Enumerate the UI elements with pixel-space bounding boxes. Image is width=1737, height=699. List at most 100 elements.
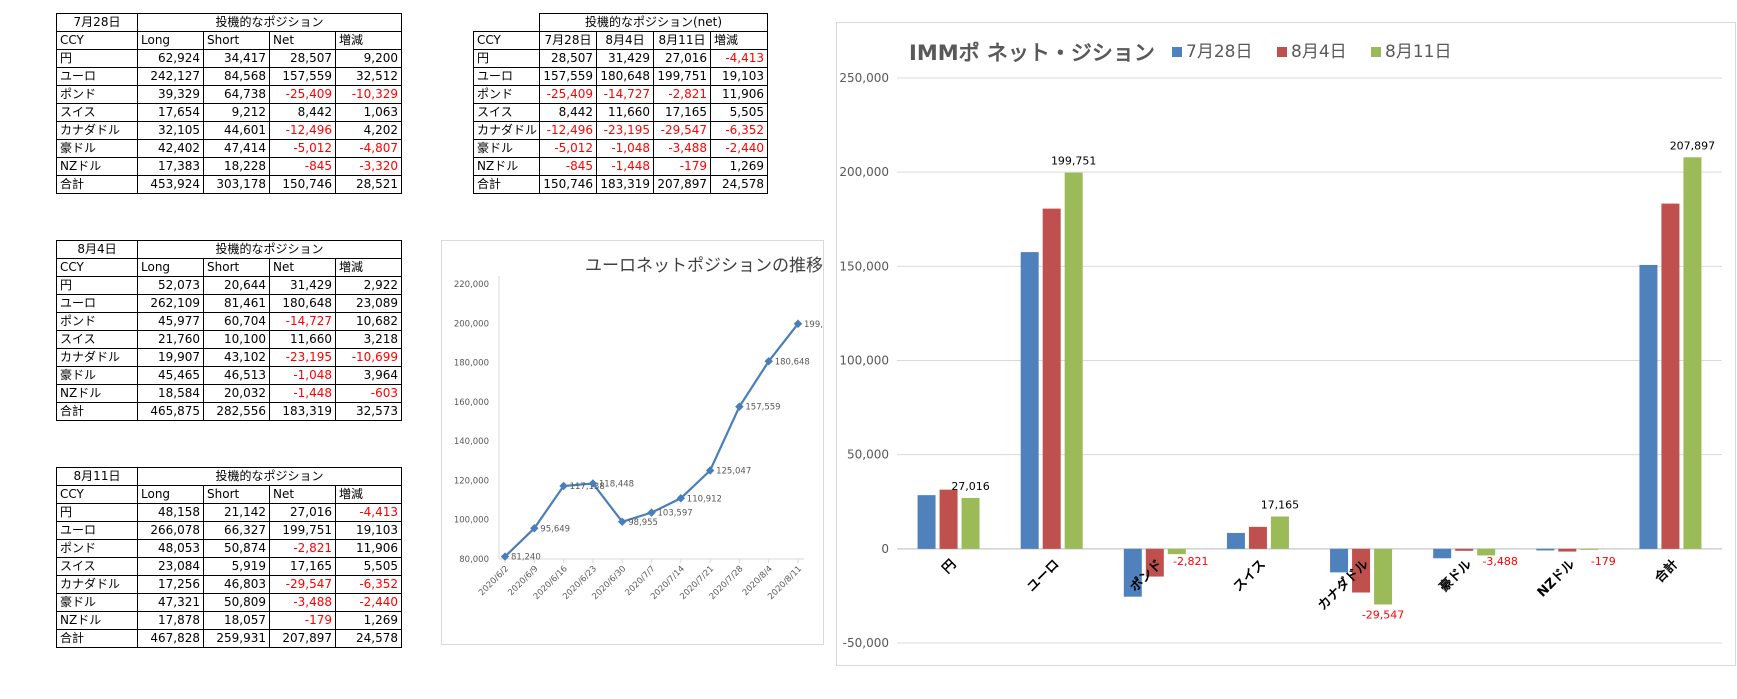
table-cell: 62,924 xyxy=(137,49,204,68)
data-label: 81,240 xyxy=(511,553,541,563)
table-cell: 17,654 xyxy=(137,103,204,122)
legend-swatch xyxy=(1172,47,1182,57)
table-group-header-row: 8月4日 投機的なポジション xyxy=(56,240,403,259)
table-cell: 28,507 xyxy=(539,49,597,68)
line-chart-title: ユーロネットポジションの推移 xyxy=(585,256,823,276)
table-cell: -25,409 xyxy=(539,85,597,104)
bar-合計-8月11日 xyxy=(1683,157,1702,549)
currency-label: カナダドル xyxy=(56,121,138,140)
table-cell: 8,442 xyxy=(539,103,597,122)
bar-スイス-8月4日 xyxy=(1248,526,1267,549)
imm-bar-chart-panel: IMMポ ネット・ジション 7月28日 8月4日 8月11日 -50,000 0 50,00… xyxy=(836,22,1736,666)
table-row: ポンド 45,977 60,704 -14,727 10,682 xyxy=(56,312,403,331)
table-cell: 266,078 xyxy=(137,521,204,540)
table-cell: 20,032 xyxy=(203,384,270,403)
bar-ポンド-8月4日 xyxy=(1145,548,1164,577)
table-row: 合計 465,875 282,556 183,319 32,573 xyxy=(56,402,403,421)
legend-label: 7月28日 xyxy=(1186,42,1252,62)
table-cell: 10,682 xyxy=(334,312,403,331)
table-cell: 5,505 xyxy=(710,103,768,122)
table-cell: 27,016 xyxy=(653,49,711,68)
y-tick-label: 250,000 xyxy=(839,71,889,85)
column-header: 増減 xyxy=(334,31,403,50)
table-cell: -2,821 xyxy=(653,85,711,104)
y-tick-label: 200,000 xyxy=(839,165,889,179)
table-cell: 5,505 xyxy=(334,557,403,576)
column-header: CCY xyxy=(56,258,138,277)
table-date: 8月4日 xyxy=(56,240,138,259)
table-cell: 150,746 xyxy=(539,175,597,194)
column-header: CCY xyxy=(473,31,540,50)
table-cell: -25,409 xyxy=(269,85,336,104)
data-point-marker xyxy=(735,402,744,411)
table-cell: 180,648 xyxy=(269,294,336,313)
table-cell: -10,699 xyxy=(334,348,403,367)
table-cell: 207,897 xyxy=(269,629,336,648)
category-label: 円 xyxy=(940,557,960,577)
category-label: 豪ドル xyxy=(1436,556,1475,595)
table-cell: -845 xyxy=(269,157,336,176)
category-label: スイス xyxy=(1231,557,1269,595)
table-cell: 11,660 xyxy=(269,330,336,349)
bar-ユーロ-7月28日 xyxy=(1020,252,1039,549)
table-cell: 21,760 xyxy=(137,330,204,349)
currency-label: NZドル xyxy=(56,611,138,630)
currency-label: 合計 xyxy=(56,175,138,194)
table-cell: 17,165 xyxy=(269,557,336,576)
table-cell: 3,964 xyxy=(334,366,403,385)
table-cell: 9,200 xyxy=(334,49,403,68)
table-cell: 48,053 xyxy=(137,539,204,558)
table-cell: 262,109 xyxy=(137,294,204,313)
table-cell: -2,821 xyxy=(269,539,336,558)
y-tick-label: 220,000 xyxy=(454,280,489,290)
currency-label: 豪ドル xyxy=(56,593,138,612)
legend-swatch xyxy=(1371,47,1381,57)
table-cell: 39,329 xyxy=(137,85,204,104)
table-cell: 1,269 xyxy=(334,611,403,630)
table-row: 豪ドル 45,465 46,513 -1,048 3,964 xyxy=(56,366,403,385)
table-cell: 44,601 xyxy=(203,121,270,140)
table-cell: 259,931 xyxy=(203,629,270,648)
data-label: -2,821 xyxy=(1173,555,1208,568)
table-row: 円 48,158 21,142 27,016 -4,413 xyxy=(56,503,403,522)
category-label: ユーロ xyxy=(1024,557,1062,595)
table-cell: -29,547 xyxy=(269,575,336,594)
column-header: CCY xyxy=(56,31,138,50)
category-label: NZドル xyxy=(1535,557,1578,600)
table-cell: -2,440 xyxy=(710,139,768,158)
table-cell: 46,803 xyxy=(203,575,270,594)
currency-label: スイス xyxy=(473,103,540,122)
table-row: スイス 23,084 5,919 17,165 5,505 xyxy=(56,557,403,576)
table-cell: -179 xyxy=(269,611,336,630)
table-cell: 17,165 xyxy=(653,103,711,122)
table-cell: -14,727 xyxy=(269,312,336,331)
table-cell: -5,012 xyxy=(269,139,336,158)
table-cell: 11,906 xyxy=(334,539,403,558)
currency-label: ポンド xyxy=(56,539,138,558)
currency-label: 合計 xyxy=(56,629,138,648)
bar-スイス-8月11日 xyxy=(1270,516,1289,549)
y-tick-label: 80,000 xyxy=(459,555,489,565)
table-cell: 43,102 xyxy=(203,348,270,367)
table-cell: 282,556 xyxy=(203,402,270,421)
table-row: スイス 8,442 11,660 17,165 5,505 xyxy=(473,103,768,122)
data-label: -29,547 xyxy=(1362,608,1404,621)
table-cell: 28,507 xyxy=(269,49,336,68)
table-cell: 183,319 xyxy=(269,402,336,421)
table-row: スイス 21,760 10,100 11,660 3,218 xyxy=(56,330,403,349)
table-cell: 5,919 xyxy=(203,557,270,576)
table-date: 7月28日 xyxy=(56,13,138,32)
table-cell: 19,103 xyxy=(334,521,403,540)
currency-label: ポンド xyxy=(56,85,138,104)
table-cell: -1,048 xyxy=(269,366,336,385)
table-cell: 4,202 xyxy=(334,121,403,140)
currency-label: 合計 xyxy=(473,175,540,194)
legend-label: 8月11日 xyxy=(1385,42,1451,62)
table-row: ユーロ 262,109 81,461 180,648 23,089 xyxy=(56,294,403,313)
table-cell: 150,746 xyxy=(269,175,336,194)
currency-label: NZドル xyxy=(56,157,138,176)
bar-円-7月28日 xyxy=(917,495,936,549)
y-tick-label: 0 xyxy=(881,542,889,556)
currency-label: ユーロ xyxy=(56,67,138,86)
table-cell: 183,319 xyxy=(596,175,654,194)
